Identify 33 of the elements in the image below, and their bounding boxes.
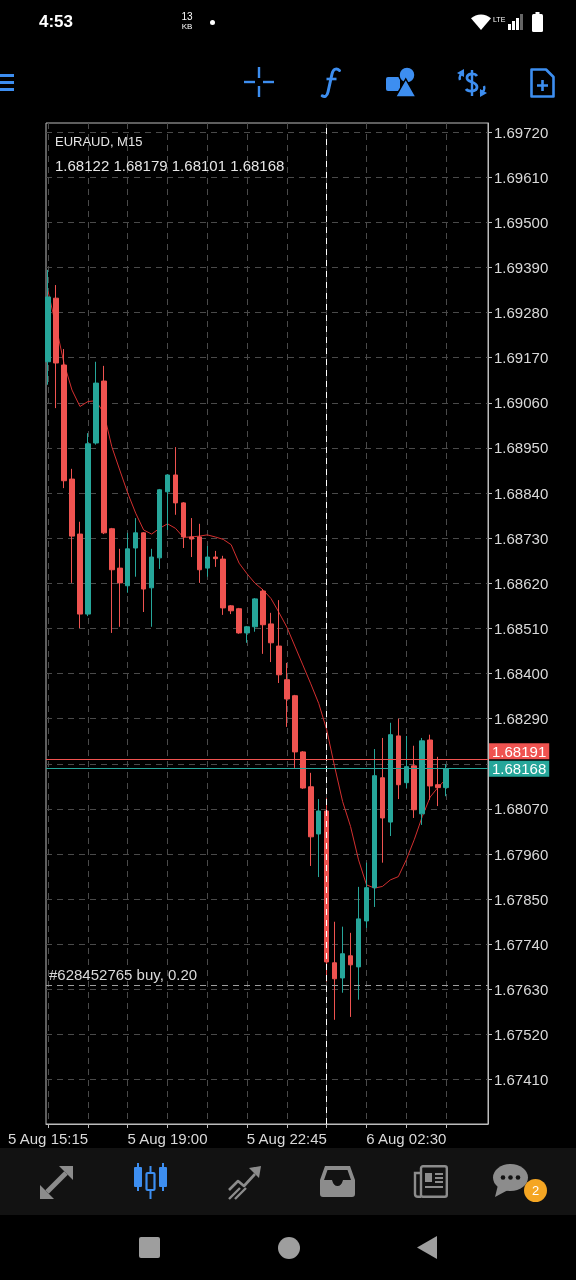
y-tick-label: 1.68290 bbox=[494, 710, 549, 728]
y-tick-label: 1.68730 bbox=[494, 529, 549, 547]
y-tick-label: 1.69060 bbox=[494, 394, 549, 412]
text: 2 bbox=[530, 1183, 541, 1198]
y-tick-label: 1.67960 bbox=[494, 845, 549, 863]
ref-line-label: #628452765 buy, 0.20 bbox=[49, 965, 198, 983]
x-tick-label: 5 Aug 22:45 bbox=[246, 1130, 327, 1147]
y-tick-label: 1.69390 bbox=[494, 258, 549, 276]
x-tick-label: 5 Aug 19:00 bbox=[127, 1130, 208, 1147]
y-tick-label: 1.68510 bbox=[494, 619, 549, 637]
text: 13 KB bbox=[180, 11, 194, 31]
x-tick-label: 5 Aug 15:15 bbox=[8, 1130, 89, 1147]
y-tick-label: 1.67740 bbox=[494, 935, 549, 953]
x-tick-label: 6 Aug 02:30 bbox=[366, 1130, 447, 1147]
y-tick-label: 1.69170 bbox=[494, 349, 549, 367]
y-tick-label: 1.67410 bbox=[494, 1071, 549, 1089]
y-tick-label: 1.69280 bbox=[494, 304, 549, 322]
text: 1.68122 1.68179 1.68101 1.68168 bbox=[55, 157, 285, 174]
y-tick-label: 1.68620 bbox=[494, 574, 549, 592]
y-tick-label: 1.68400 bbox=[494, 665, 549, 683]
y-tick-label: 1.69500 bbox=[494, 213, 549, 231]
y-tick-label: 1.67520 bbox=[494, 1026, 549, 1044]
text: 4:53 bbox=[39, 12, 74, 32]
y-tick-label: 1.67850 bbox=[494, 890, 549, 908]
ref-line-label: 1.68168 bbox=[492, 760, 547, 778]
y-tick-label: 1.68840 bbox=[494, 484, 549, 502]
y-tick-label: 1.68070 bbox=[494, 800, 549, 818]
y-tick-label: 1.69610 bbox=[494, 168, 549, 186]
y-tick-label: 1.68950 bbox=[494, 439, 549, 457]
y-tick-label: 1.67630 bbox=[494, 980, 549, 998]
y-tick-label: 1.69720 bbox=[494, 123, 549, 141]
text: EURAUD, M15 bbox=[55, 134, 143, 149]
ref-line-label: 1.68191 bbox=[492, 743, 547, 761]
